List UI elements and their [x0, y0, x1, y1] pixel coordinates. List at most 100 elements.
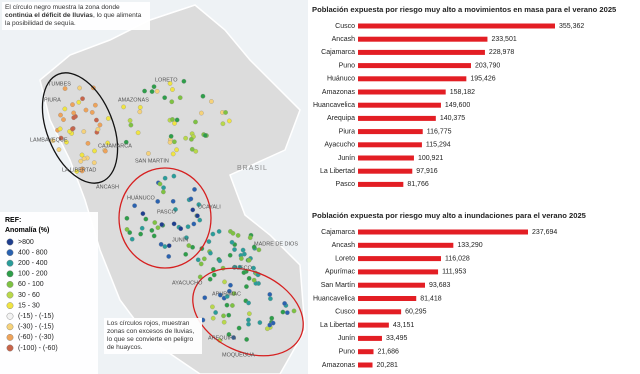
map-dot — [210, 304, 215, 310]
category-label: Ancash — [332, 242, 355, 249]
value-label: 228,978 — [489, 49, 514, 56]
map-dot — [157, 181, 163, 187]
map-dot — [230, 230, 236, 236]
map-dot — [89, 110, 95, 115]
map-dot — [227, 288, 232, 294]
map-dot — [246, 300, 251, 306]
category-label: Huancavelica — [313, 102, 355, 109]
map-dot — [226, 118, 232, 124]
category-label: Ayacucho — [324, 142, 355, 149]
map-dot — [196, 202, 202, 207]
note-black: El círculo negro muestra la zona donde c… — [2, 2, 150, 30]
map-dot — [137, 109, 143, 115]
legend-box — [0, 212, 98, 374]
legend-subtitle: Anomalía (%) — [5, 227, 49, 234]
value-label: 100,921 — [418, 155, 443, 162]
map-dot — [256, 247, 262, 253]
legend-swatch — [6, 344, 14, 352]
map-dot — [192, 187, 197, 192]
note-text: , lo que alimenta la posibilidad de sequ… — [5, 12, 142, 27]
map-dot — [151, 84, 157, 90]
category-label: Cajamarca — [321, 49, 355, 56]
bar — [358, 296, 417, 301]
map-dot — [166, 254, 172, 259]
map-dot — [56, 147, 62, 152]
map-dot — [170, 87, 175, 92]
region-label: MOQUEGUA — [222, 352, 255, 358]
map-dot — [247, 235, 253, 241]
value-label: 81,418 — [420, 295, 442, 302]
map-dot — [241, 270, 247, 275]
map-dot — [71, 110, 77, 116]
map-dot — [135, 130, 141, 136]
region-label: PIURA — [44, 97, 61, 103]
map-dot — [146, 151, 151, 156]
bar — [358, 282, 426, 288]
value-label: 43,151 — [393, 322, 415, 329]
region-label: MADRE DE DIOS — [254, 241, 298, 247]
legend-swatch — [6, 291, 14, 299]
category-label: Arequipa — [327, 115, 355, 122]
map-dot — [231, 335, 236, 340]
map-dot — [238, 256, 244, 261]
map-dot — [177, 95, 183, 100]
map-dot — [79, 168, 85, 174]
map-dot — [265, 326, 270, 332]
note-text-bold: continúa el déficit de lluvias — [5, 12, 93, 19]
bar — [358, 168, 413, 174]
legend-label: (-30) - (-15) — [18, 324, 54, 331]
category-label: Pasco — [336, 181, 356, 188]
map-dot — [94, 117, 99, 123]
map-dot — [61, 117, 66, 122]
map-dot — [226, 312, 232, 318]
map-dot — [268, 296, 273, 302]
value-label: 21,686 — [378, 349, 400, 356]
category-label: Loreto — [335, 255, 355, 262]
map-dot — [224, 302, 230, 308]
region-label: PASCO — [157, 209, 177, 215]
value-label: 20,281 — [377, 362, 399, 369]
bar — [358, 155, 414, 161]
map-dot — [223, 110, 228, 115]
map-dot — [181, 78, 187, 84]
red-circle — [192, 267, 304, 357]
map-dot — [244, 337, 249, 342]
map-dot — [222, 279, 227, 285]
map-dot — [193, 119, 198, 125]
map-dot — [173, 207, 178, 212]
map-dot — [206, 239, 212, 244]
map-dot — [221, 319, 227, 325]
map-dot — [207, 276, 213, 282]
bar — [358, 36, 488, 42]
map-dot — [151, 233, 157, 239]
map-dot — [62, 86, 68, 91]
map-dot — [170, 199, 176, 204]
map-dot — [242, 251, 247, 257]
map-dots — [50, 78, 297, 343]
map-dot — [226, 332, 232, 337]
map-dot — [79, 152, 85, 158]
map-dot — [170, 151, 176, 157]
map-dot — [78, 158, 84, 164]
bar — [358, 63, 471, 69]
map-dot — [291, 308, 297, 314]
map-dot — [129, 236, 135, 242]
category-label: Cusco — [335, 309, 355, 316]
bar — [358, 76, 467, 82]
map-dot — [76, 99, 82, 105]
map-dot — [267, 322, 273, 328]
map-dot — [50, 138, 56, 144]
value-label: 116,028 — [445, 255, 470, 262]
map-dot — [105, 140, 110, 146]
map-dot — [186, 243, 192, 248]
map-dot — [142, 88, 147, 94]
value-label: 60,295 — [405, 309, 427, 316]
bar — [358, 229, 528, 235]
region-label: UCAYALI — [198, 204, 221, 210]
value-label: 149,600 — [445, 102, 470, 109]
value-label: 33,495 — [386, 335, 408, 342]
map-dot — [210, 315, 216, 321]
map-dot — [102, 148, 108, 154]
map-dot — [217, 292, 223, 298]
map-dot — [244, 284, 249, 289]
